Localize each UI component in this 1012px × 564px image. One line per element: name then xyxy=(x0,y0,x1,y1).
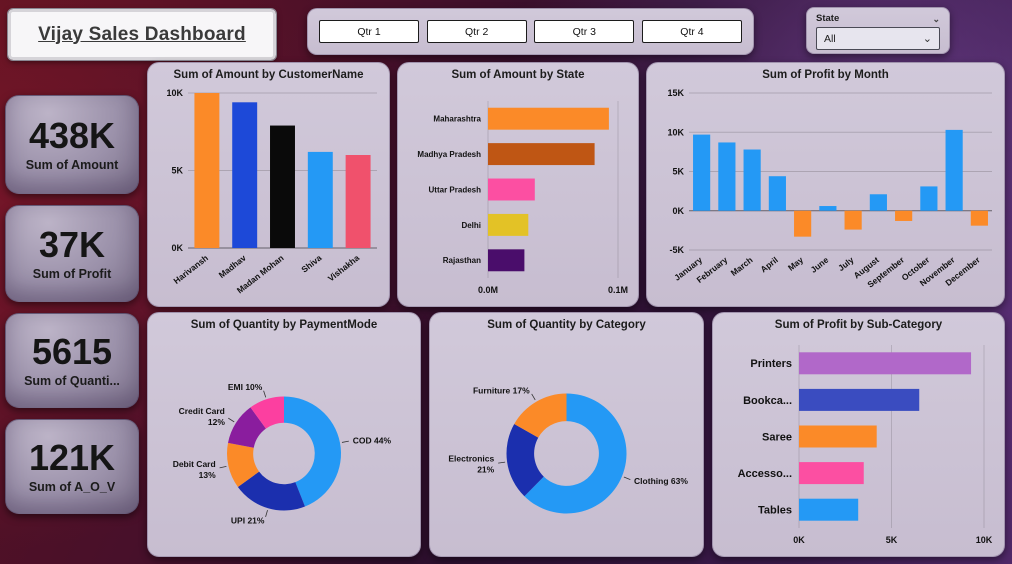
chart-title: Sum of Quantity by PaymentMode xyxy=(190,319,378,331)
svg-text:Delhi: Delhi xyxy=(461,221,481,230)
svg-text:Saree: Saree xyxy=(762,431,792,443)
dashboard-title: Vijay Sales Dashboard xyxy=(38,23,246,45)
svg-text:21%: 21% xyxy=(477,465,494,475)
qtr-2-button[interactable]: Qtr 2 xyxy=(426,20,527,43)
bar-chart-profit-by-subcategory[interactable]: 0K 5K 10K Printers Bookca... Saree Accesso... T… xyxy=(719,335,998,552)
svg-text:Tables: Tables xyxy=(758,505,792,517)
svg-text:Uttar Pradesh: Uttar Pradesh xyxy=(429,185,482,194)
kpi-value: 121K xyxy=(28,437,116,479)
kpi-value: 37K xyxy=(38,224,106,266)
svg-text:July: July xyxy=(836,255,856,274)
svg-text:April: April xyxy=(758,255,779,275)
kpi-label: Sum of Amount xyxy=(25,157,119,172)
donut-chart-quantity-by-category[interactable]: Clothing 63% Electronics 21% Furniture 17% xyxy=(436,335,697,552)
svg-text:5K: 5K xyxy=(886,535,898,545)
svg-text:0K: 0K xyxy=(793,535,805,545)
state-slicer-label: State xyxy=(816,13,840,24)
svg-text:EMI 10%: EMI 10% xyxy=(228,382,263,392)
svg-text:COD 44%: COD 44% xyxy=(353,435,392,445)
chart-card-amount-by-state: Sum of Amount by State 0.0M 0.1M Maharasht… xyxy=(397,62,639,307)
svg-text:0.0M: 0.0M xyxy=(478,285,498,295)
svg-text:0K: 0K xyxy=(672,206,684,216)
kpi-card-sum-of-amount: 438K Sum of Amount xyxy=(5,95,139,194)
svg-text:Harivansh: Harivansh xyxy=(171,253,210,286)
bar-chart-amount-by-state[interactable]: 0.0M 0.1M Maharashtra Madhya Pradesh Uttar P… xyxy=(404,85,632,302)
state-dropdown-value: All xyxy=(824,32,836,45)
bar-chart-profit-by-month[interactable]: 15K 10K 5K 0K -5K January February March April Ma… xyxy=(653,85,998,302)
svg-text:Bookca...: Bookca... xyxy=(743,395,792,407)
svg-text:Credit Card: Credit Card xyxy=(179,406,225,416)
donut-chart-quantity-by-paymentmode[interactable]: COD 44% UPI 21% Debit Card 13% Credit Card 12… xyxy=(154,335,414,552)
svg-text:Debit Card: Debit Card xyxy=(173,459,216,469)
svg-text:5K: 5K xyxy=(171,166,183,176)
svg-text:0K: 0K xyxy=(171,243,183,253)
chart-title: Sum of Amount by State xyxy=(451,69,585,81)
svg-text:15K: 15K xyxy=(667,88,684,98)
svg-text:UPI 21%: UPI 21% xyxy=(231,516,265,526)
svg-text:May: May xyxy=(786,255,805,273)
chart-title: Sum of Profit by Sub-Category xyxy=(774,319,943,331)
chart-card-profit-by-subcategory: Sum of Profit by Sub-Category 0K 5K 10K Pri… xyxy=(712,312,1005,557)
chart-card-amount-by-customer: Sum of Amount by CustomerName 0K 5K 10K Har… xyxy=(147,62,390,307)
kpi-card-sum-of-quantity: 5615 Sum of Quanti... xyxy=(5,313,139,408)
chart-title: Sum of Profit by Month xyxy=(762,69,889,81)
svg-text:Shiva: Shiva xyxy=(299,253,323,275)
svg-text:10K: 10K xyxy=(667,127,684,137)
kpi-label: Sum of Profit xyxy=(32,266,112,281)
chart-title: Sum of Amount by CustomerName xyxy=(173,69,364,81)
svg-text:12%: 12% xyxy=(208,417,225,427)
svg-text:Electronics: Electronics xyxy=(448,454,494,464)
svg-text:Printers: Printers xyxy=(750,358,792,370)
qtr-1-button[interactable]: Qtr 1 xyxy=(319,20,419,43)
svg-text:13%: 13% xyxy=(199,470,216,480)
chart-title: Sum of Quantity by Category xyxy=(487,319,646,331)
chart-card-quantity-by-paymentmode: Sum of Quantity by PaymentMode COD 44% UP… xyxy=(147,312,421,557)
quarter-slicer-card: Qtr 1 Qtr 2 Qtr 3 Qtr 4 xyxy=(307,8,754,55)
svg-text:Rajasthan: Rajasthan xyxy=(443,256,481,265)
svg-text:0.1M: 0.1M xyxy=(608,285,628,295)
svg-text:March: March xyxy=(729,255,755,278)
svg-text:June: June xyxy=(809,255,831,275)
kpi-card-sum-of-aov: 121K Sum of A_O_V xyxy=(5,419,139,514)
svg-text:Accesso...: Accesso... xyxy=(738,468,792,480)
svg-text:5K: 5K xyxy=(672,167,684,177)
svg-text:Furniture 17%: Furniture 17% xyxy=(473,385,530,395)
state-dropdown[interactable]: All ⌄ xyxy=(816,27,940,50)
svg-text:-5K: -5K xyxy=(669,245,684,255)
svg-text:Clothing 63%: Clothing 63% xyxy=(634,476,688,486)
svg-text:Madhya Pradesh: Madhya Pradesh xyxy=(417,150,481,159)
state-slicer-header: State ⌄ xyxy=(816,13,940,24)
chevron-down-icon: ⌄ xyxy=(922,32,932,45)
kpi-value: 5615 xyxy=(31,331,113,373)
svg-text:Madhav: Madhav xyxy=(217,253,248,281)
state-slicer-card: State ⌄ All ⌄ xyxy=(806,7,950,54)
qtr-3-button[interactable]: Qtr 3 xyxy=(534,20,635,43)
svg-text:10K: 10K xyxy=(976,535,993,545)
kpi-label: Sum of Quanti... xyxy=(24,373,120,388)
chart-card-profit-by-month: Sum of Profit by Month 15K 10K 5K 0K -5K Janu… xyxy=(646,62,1005,307)
kpi-card-sum-of-profit: 37K Sum of Profit xyxy=(5,205,139,302)
chevron-down-icon[interactable]: ⌄ xyxy=(932,13,940,24)
kpi-value: 438K xyxy=(28,115,116,157)
svg-text:10K: 10K xyxy=(166,88,183,98)
qtr-4-button[interactable]: Qtr 4 xyxy=(641,20,742,43)
dashboard-title-card: Vijay Sales Dashboard xyxy=(7,8,277,61)
chart-card-quantity-by-category: Sum of Quantity by Category Clothing 63%… xyxy=(429,312,704,557)
svg-text:Vishakha: Vishakha xyxy=(326,253,362,284)
svg-text:Maharashtra: Maharashtra xyxy=(433,115,481,124)
kpi-label: Sum of A_O_V xyxy=(28,479,116,494)
bar-chart-amount-by-customer[interactable]: 0K 5K 10K Harivansh Madhav Madan Mohan Shiva Vi… xyxy=(154,85,383,302)
